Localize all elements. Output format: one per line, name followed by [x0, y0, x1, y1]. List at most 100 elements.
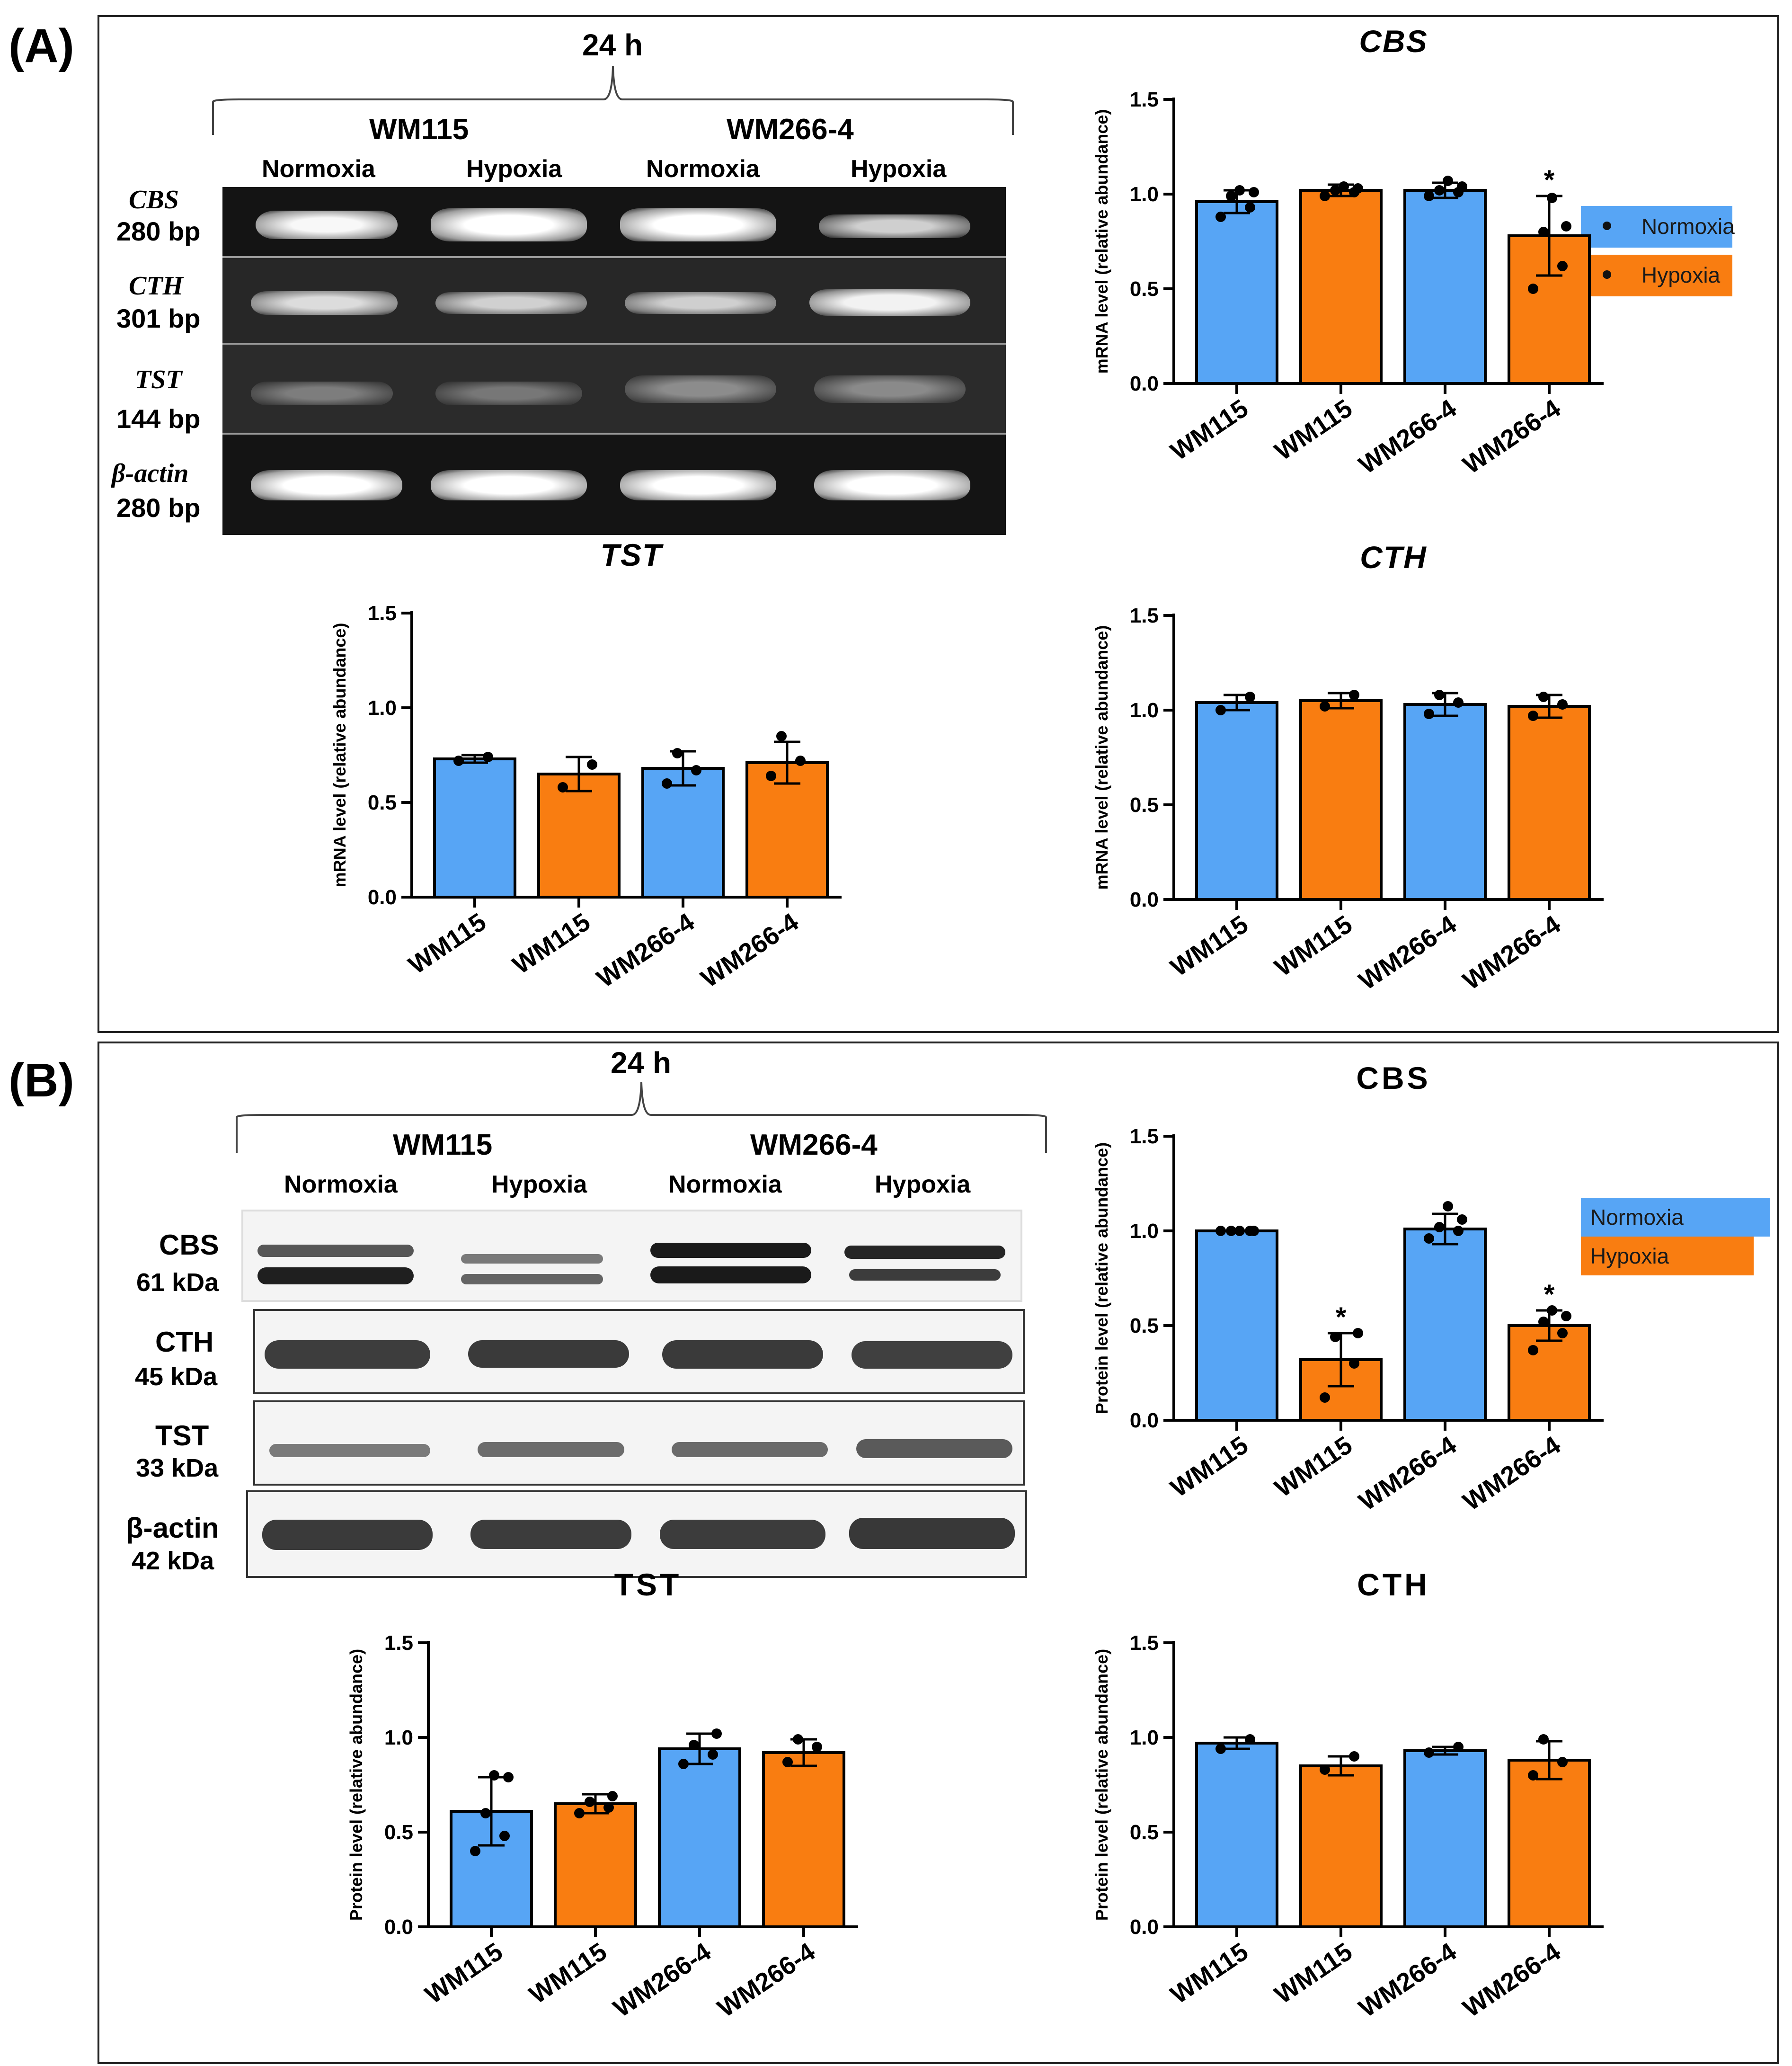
data-point: [1443, 176, 1453, 186]
data-point: [795, 756, 806, 766]
bar: [1195, 701, 1278, 901]
legend-b-hypoxia-label: Hypoxia: [1590, 1244, 1669, 1268]
wb-band: [849, 1518, 1015, 1549]
panel-b-label: (B): [9, 1054, 74, 1107]
gel-row-cbs: [222, 187, 1006, 258]
x-tick-label: WM266-4: [592, 908, 700, 993]
data-point: [776, 731, 787, 741]
data-point: [587, 759, 597, 770]
data-point: [1215, 1226, 1226, 1236]
gel-band: [814, 470, 970, 500]
panel-a-cond-1: Normoxia: [262, 155, 375, 183]
data-point: [1320, 701, 1330, 712]
gel-size-cth: 301 bp: [116, 303, 201, 333]
legend-a-hypoxia: Hypoxia: [1581, 255, 1732, 296]
y-axis-label: Protein level (relative abundance): [1092, 1142, 1111, 1414]
data-point: [1443, 1201, 1453, 1211]
data-point: [1349, 690, 1359, 700]
data-point: [1453, 1742, 1464, 1752]
gel-size-tst: 144 bp: [116, 404, 201, 434]
chart-a-tst: TST mRNA level (relative abundance) 0.0 0.5…: [330, 537, 842, 993]
gel-band: [620, 470, 776, 500]
data-point: [489, 1770, 499, 1781]
significance-marker: *: [1544, 1279, 1555, 1310]
wb-band: [650, 1243, 811, 1258]
x-tick-label: WM115: [1269, 1937, 1357, 2009]
data-point: [1339, 181, 1349, 192]
panel-b-cond-4: Hypoxia: [875, 1171, 971, 1198]
blot-size-cbs: 61 kDa: [136, 1268, 219, 1297]
data-point: [1538, 1317, 1549, 1327]
panel-a-line-wm266: WM266-4: [727, 113, 854, 146]
y-axis-label: mRNA level (relative abundance): [330, 623, 349, 888]
data-point: [499, 1831, 510, 1841]
bar: [1299, 1764, 1383, 1928]
wb-band: [470, 1520, 631, 1549]
panel-b-time: 24 h: [611, 1046, 672, 1080]
x-tick-label: WM115: [1269, 1431, 1357, 1503]
panel-a-label: (A): [9, 19, 74, 72]
data-point: [558, 782, 568, 793]
legend-a-normoxia-label: Normoxia: [1641, 214, 1735, 239]
x-tick-label: WM115: [1269, 910, 1357, 982]
legend-a-normoxia: Normoxia: [1581, 206, 1735, 248]
data-point: [1434, 185, 1445, 196]
blot-cth: [253, 1309, 1025, 1394]
data-point: [1349, 1751, 1359, 1762]
y-tick-label: 0.0: [1130, 1915, 1159, 1939]
legend-b-hypoxia: Hypoxia: [1581, 1237, 1754, 1275]
data-point: [1538, 692, 1549, 702]
significance-marker: *: [1336, 1302, 1347, 1333]
bar: [745, 761, 829, 899]
x-tick-label: WM266-4: [608, 1937, 716, 2023]
brace-path: [236, 1081, 1047, 1153]
y-tick-label: 0.5: [1130, 277, 1159, 301]
x-tick-label: WM266-4: [1354, 394, 1462, 480]
agarose-gel: [222, 187, 1006, 535]
chart-b-tst: TST Protein level (relative abundance) 0.0…: [346, 1567, 858, 2023]
gel-label-cth: CTH: [129, 271, 184, 301]
wb-band: [478, 1442, 624, 1457]
blot-size-tst: 33 kDa: [136, 1454, 219, 1482]
data-point: [1528, 1345, 1538, 1355]
data-point: [1215, 212, 1226, 222]
data-point: [1245, 692, 1255, 702]
y-tick-label: 0.0: [1130, 1409, 1159, 1432]
gel-band: [620, 208, 776, 241]
data-point: [1234, 185, 1245, 196]
gel-band: [431, 208, 587, 241]
data-point: [1561, 1311, 1571, 1321]
data-point: [1557, 699, 1568, 710]
data-point: [1349, 1358, 1359, 1369]
bar: [1403, 189, 1487, 385]
data-point: [1320, 1392, 1330, 1403]
gel-row-cth: [222, 258, 1006, 345]
data-point: [1320, 191, 1330, 201]
bar: [1508, 705, 1591, 901]
data-point: [607, 1791, 618, 1801]
wb-band: [461, 1274, 603, 1284]
wb-band: [262, 1520, 433, 1550]
data-point: [603, 1802, 614, 1813]
data-point: [1547, 1305, 1557, 1316]
panel-b-cond-1: Normoxia: [284, 1171, 398, 1198]
y-tick-label: 1.0: [1130, 1220, 1159, 1243]
blot-size-cth: 45 kDa: [135, 1362, 218, 1391]
y-tick-label: 0.5: [368, 791, 397, 814]
y-tick-label: 0.5: [1130, 1821, 1159, 1844]
legend-a-hypoxia-label: Hypoxia: [1641, 263, 1721, 287]
panel-b-brace: [236, 1081, 1047, 1153]
x-tick-label: WM115: [420, 1937, 507, 2009]
data-point: [1538, 227, 1549, 237]
data-point: [782, 1757, 793, 1767]
y-tick-label: 0.0: [368, 886, 397, 909]
data-point: [1561, 221, 1571, 232]
data-point: [708, 1749, 718, 1760]
data-point: [1557, 1328, 1568, 1338]
data-point: [662, 778, 672, 789]
bar: [1195, 1229, 1278, 1422]
y-tick-label: 1.0: [1130, 699, 1159, 722]
y-tick-label: 0.5: [1130, 793, 1159, 817]
y-tick-label: 1.0: [1130, 183, 1159, 206]
bar: [1403, 1749, 1487, 1928]
